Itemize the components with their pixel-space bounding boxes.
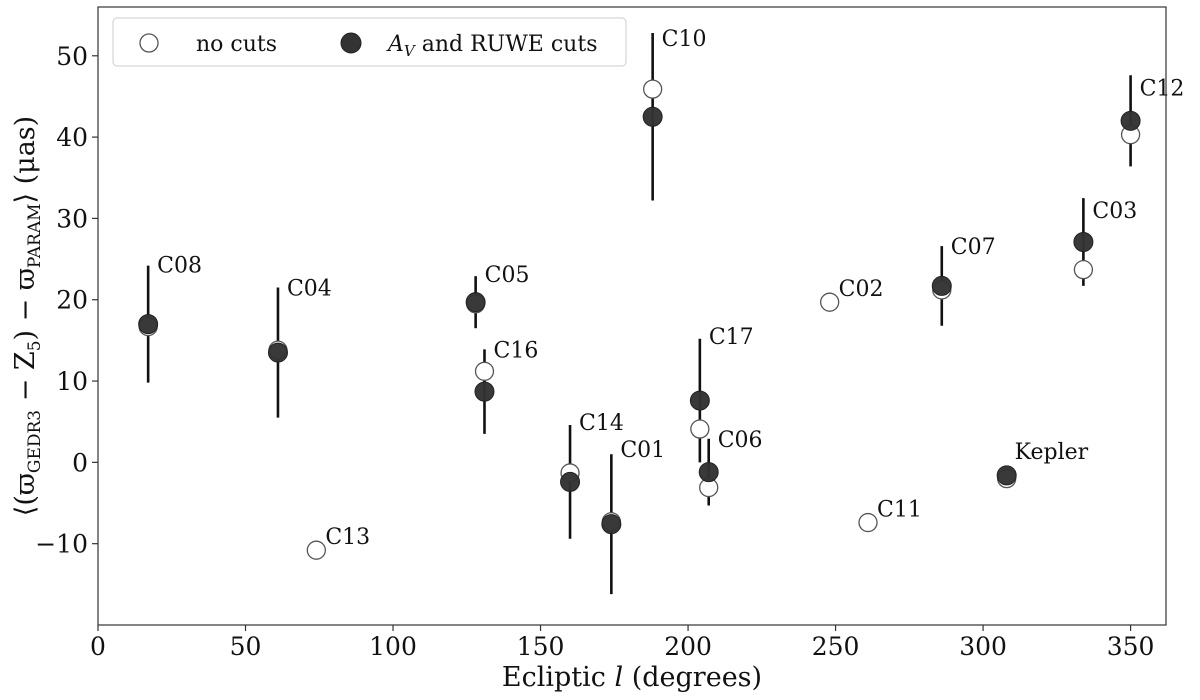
legend-filled-circle-marker (340, 32, 362, 54)
point-label: C05 (485, 263, 530, 288)
point-label: C03 (1092, 199, 1137, 224)
legend-label-no-cuts: no cuts (196, 32, 277, 57)
y-tick-label: 30 (56, 204, 88, 233)
axes: 0 50 100 150 200 250 300 350 −10 0 10 20 30 40 50 (35, 42, 1154, 661)
y-tick-label: 10 (56, 367, 88, 396)
y-tick-label: 20 (56, 286, 88, 315)
x-tick-label: 150 (517, 632, 565, 661)
x-tick-label: 50 (230, 632, 262, 661)
point-av-ruwe-cuts (138, 314, 159, 335)
point-label: C17 (709, 325, 754, 350)
plot-area (97, 6, 1167, 626)
y-axis-title-text: ⟨(ϖGEDR3 − Z5) − ϖPARAM⟩ (μas) (10, 116, 45, 516)
point-no-cuts (1073, 259, 1094, 280)
point-av-ruwe-cuts (1120, 110, 1141, 131)
point-no-cuts (306, 540, 326, 560)
x-tick-label: 300 (959, 632, 1007, 661)
point-label: C07 (951, 235, 996, 260)
x-tick-label: 250 (812, 632, 860, 661)
legend: no cuts AV and RUWE cuts (112, 17, 627, 67)
point-no-cuts (474, 361, 495, 381)
legend-label-av-ruwe-cuts: AV and RUWE cuts (386, 32, 597, 60)
point-no-cuts (643, 79, 663, 99)
point-av-ruwe-cuts (698, 462, 719, 483)
point-label: C12 (1140, 76, 1185, 101)
point-no-cuts (820, 292, 840, 312)
point-label: C13 (325, 525, 370, 550)
x-tick-label: 200 (664, 632, 712, 661)
y-tick-label: 40 (56, 123, 88, 152)
y-axis-title: ⟨(ϖGEDR3 − Z5) − ϖPARAM⟩ (μas) (10, 116, 45, 516)
point-label: C06 (718, 428, 763, 453)
point-label: C02 (839, 277, 884, 302)
y-tick-label: 0 (72, 448, 88, 477)
x-axis-title: Ecliptic l (degrees) (502, 662, 762, 693)
point-av-ruwe-cuts (689, 390, 710, 411)
point-label: C01 (620, 438, 665, 463)
y-tick-label: 50 (56, 42, 88, 71)
point-label: C04 (287, 277, 332, 302)
point-no-cuts (690, 419, 710, 439)
x-tick-label: 100 (369, 632, 417, 661)
point-label: C11 (877, 498, 922, 523)
y-tick-label: −10 (35, 530, 88, 559)
point-av-ruwe-cuts (642, 106, 663, 127)
markers-av-ruwe-cuts (138, 106, 1141, 535)
point-label: C14 (579, 411, 624, 436)
point-av-ruwe-cuts (560, 471, 581, 492)
point-no-cuts (858, 512, 878, 533)
x-tick-label: 0 (90, 632, 106, 661)
point-av-ruwe-cuts (931, 275, 952, 296)
point-label: C10 (662, 27, 707, 52)
point-av-ruwe-cuts (474, 381, 495, 402)
point-av-ruwe-cuts (601, 514, 622, 535)
point-av-ruwe-cuts (465, 292, 486, 313)
point-label: C16 (493, 338, 538, 363)
point-label: Kepler (1015, 440, 1089, 465)
point-av-ruwe-cuts (996, 465, 1017, 486)
x-tick-label: 350 (1107, 632, 1155, 661)
legend-box (112, 17, 627, 67)
point-av-ruwe-cuts (1073, 232, 1094, 253)
legend-open-circle-marker (139, 33, 159, 53)
point-av-ruwe-cuts (267, 342, 288, 363)
point-label: C08 (157, 254, 202, 279)
